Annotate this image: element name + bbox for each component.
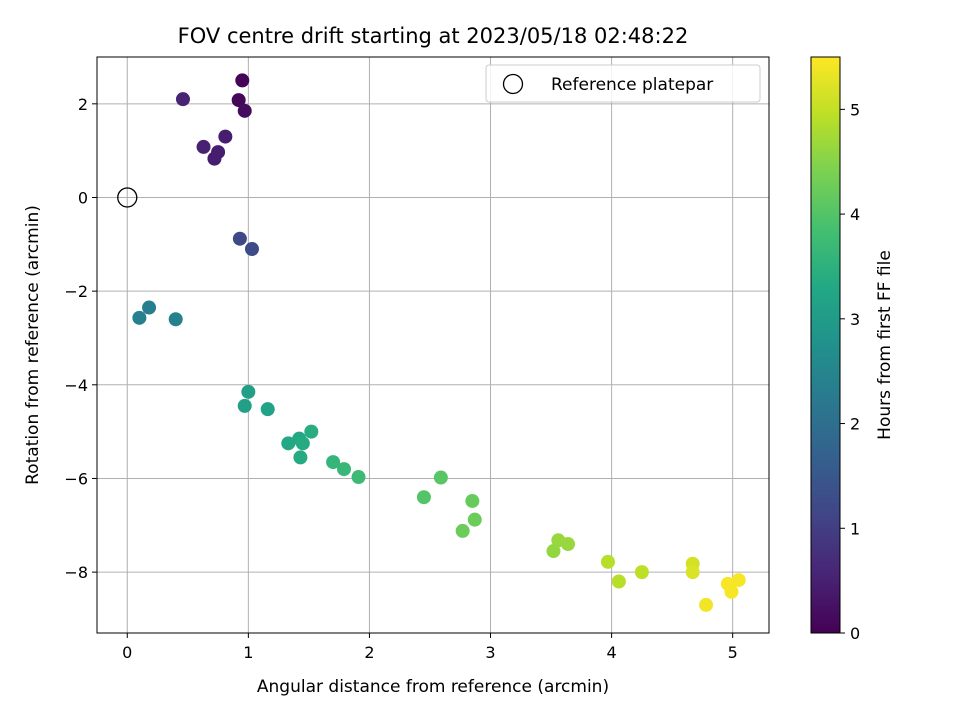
y-axis-label: Rotation from reference (arcmin) xyxy=(23,205,43,485)
reference-marker xyxy=(117,187,138,208)
colorbar-label: Hours from first FF file xyxy=(875,250,895,440)
colorbar-tick-label: 3 xyxy=(850,310,860,329)
y-tick-label: −2 xyxy=(64,282,88,301)
scatter-point xyxy=(207,151,222,166)
colorbar-ticks: 0 1 2 3 4 5 xyxy=(840,100,860,643)
scatter-point xyxy=(416,490,431,505)
data-points xyxy=(132,73,746,612)
scatter-point xyxy=(231,93,246,108)
legend-box xyxy=(485,64,761,103)
scatter-point xyxy=(293,450,308,465)
scatter-point xyxy=(237,398,252,413)
scatter-point xyxy=(634,565,649,580)
scatter-point xyxy=(731,573,746,588)
plot-frame xyxy=(96,56,770,634)
y-axis-ticks: 2 0 −2 −4 −6 −8 xyxy=(64,95,97,582)
x-tick-label: 0 xyxy=(122,643,132,662)
y-tick-label: −4 xyxy=(64,376,88,395)
scatter-point xyxy=(611,574,626,589)
legend-reference-marker xyxy=(502,73,524,95)
colorbar-tick-label: 4 xyxy=(850,205,860,224)
scatter-point xyxy=(724,584,739,599)
x-tick-label: 1 xyxy=(243,643,253,662)
scatter-point xyxy=(304,424,319,439)
x-tick-label: 5 xyxy=(728,643,738,662)
colorbar xyxy=(810,56,841,634)
scatter-point xyxy=(326,455,341,470)
scatter-point xyxy=(232,231,247,246)
scatter-point xyxy=(295,436,310,451)
y-tick-label: −6 xyxy=(64,469,88,488)
y-tick-label: 2 xyxy=(78,95,88,114)
colorbar-tick-label: 1 xyxy=(850,519,860,538)
x-tick-label: 4 xyxy=(607,643,617,662)
y-tick-label: 0 xyxy=(78,188,88,207)
scatter-point xyxy=(433,470,448,485)
scatter-point xyxy=(337,462,352,477)
scatter-point xyxy=(235,73,250,88)
scatter-point xyxy=(600,554,615,569)
scatter-point xyxy=(196,139,211,154)
legend-label-reference: Reference platepar xyxy=(551,75,713,95)
x-tick-label: 2 xyxy=(364,643,374,662)
colorbar-tick-label: 0 xyxy=(850,624,860,643)
scatter-point xyxy=(281,436,296,451)
grid-lines xyxy=(97,57,769,633)
scatter-point xyxy=(465,493,480,508)
reference-point xyxy=(117,187,138,208)
colorbar-tick-label: 5 xyxy=(850,100,860,119)
scatter-point xyxy=(132,310,147,325)
scatter-point xyxy=(142,300,157,315)
scatter-point xyxy=(168,312,183,327)
scatter-point xyxy=(351,470,366,485)
scatter-point xyxy=(244,242,259,256)
legend: Reference platepar xyxy=(485,64,761,103)
x-tick-label: 3 xyxy=(485,643,495,662)
scatter-point xyxy=(175,92,190,107)
scatter-point xyxy=(260,402,275,417)
scatter-point xyxy=(467,512,482,527)
scatter-point xyxy=(699,597,714,612)
chart-title: FOV centre drift starting at 2023/05/18 … xyxy=(178,24,689,48)
y-tick-label: −8 xyxy=(64,563,88,582)
scatter-point xyxy=(237,103,252,118)
scatter-point xyxy=(546,544,561,559)
scatter-point xyxy=(241,384,256,399)
scatter-point xyxy=(455,523,470,538)
scatter-point xyxy=(685,565,700,580)
scatter-point xyxy=(561,537,576,552)
colorbar-tick-label: 2 xyxy=(850,415,860,434)
x-axis-ticks: 0 1 2 3 4 5 xyxy=(122,633,738,662)
x-axis-label: Angular distance from reference (arcmin) xyxy=(257,677,609,697)
scatter-point xyxy=(218,129,233,144)
